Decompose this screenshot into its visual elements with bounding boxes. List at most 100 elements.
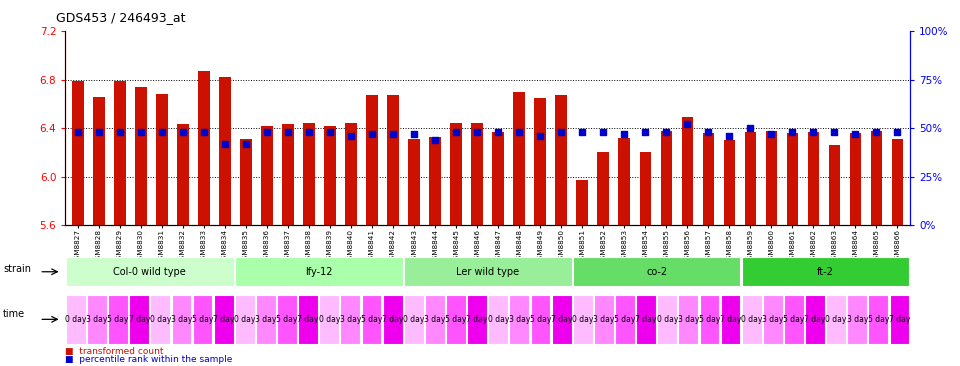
Point bbox=[217, 141, 232, 146]
Bar bbox=[531, 295, 550, 344]
Bar bbox=[763, 295, 782, 344]
Bar bbox=[786, 133, 798, 225]
Bar bbox=[552, 295, 571, 344]
Bar bbox=[848, 295, 867, 344]
Point bbox=[448, 129, 464, 135]
Text: 3 day: 3 day bbox=[255, 315, 276, 324]
Point bbox=[301, 129, 317, 135]
Bar bbox=[700, 295, 719, 344]
Bar bbox=[198, 71, 209, 225]
Bar bbox=[303, 123, 315, 225]
Bar bbox=[828, 145, 840, 225]
Bar bbox=[387, 96, 399, 225]
Text: Col-0 wild type: Col-0 wild type bbox=[113, 267, 186, 277]
Bar bbox=[151, 295, 170, 344]
Bar bbox=[108, 295, 128, 344]
Text: 3 day: 3 day bbox=[847, 315, 868, 324]
Point bbox=[764, 131, 780, 137]
Bar bbox=[72, 81, 84, 225]
Bar bbox=[408, 139, 420, 225]
Bar bbox=[471, 123, 483, 225]
Bar bbox=[324, 126, 336, 225]
Text: 7 day: 7 day bbox=[129, 315, 150, 324]
Text: 0 day: 0 day bbox=[826, 315, 847, 324]
Bar bbox=[66, 257, 233, 286]
Point bbox=[512, 129, 527, 135]
Text: GDS453 / 246493_at: GDS453 / 246493_at bbox=[56, 11, 185, 24]
Bar bbox=[742, 257, 909, 286]
Bar bbox=[346, 123, 357, 225]
Text: 3 day: 3 day bbox=[86, 315, 108, 324]
Text: 7 day: 7 day bbox=[636, 315, 657, 324]
Text: 5 day: 5 day bbox=[276, 315, 298, 324]
Text: time: time bbox=[3, 309, 25, 319]
Text: 3 day: 3 day bbox=[424, 315, 445, 324]
Bar bbox=[850, 133, 861, 225]
Text: 0 day: 0 day bbox=[572, 315, 593, 324]
Text: 0 day: 0 day bbox=[403, 315, 424, 324]
Bar bbox=[745, 132, 756, 225]
Bar bbox=[766, 131, 778, 225]
Bar bbox=[367, 96, 378, 225]
Text: strain: strain bbox=[3, 264, 31, 274]
Bar bbox=[597, 152, 609, 225]
Bar bbox=[277, 295, 297, 344]
Bar bbox=[299, 295, 318, 344]
Point bbox=[323, 129, 338, 135]
Bar bbox=[135, 87, 147, 225]
Bar bbox=[66, 295, 85, 344]
Point bbox=[365, 131, 380, 137]
Bar bbox=[615, 295, 635, 344]
Point bbox=[616, 131, 632, 137]
Bar bbox=[805, 295, 825, 344]
Text: 5 day: 5 day bbox=[699, 315, 720, 324]
Text: 0 day: 0 day bbox=[319, 315, 340, 324]
Text: 5 day: 5 day bbox=[361, 315, 382, 324]
Point bbox=[427, 137, 443, 143]
Text: 3 day: 3 day bbox=[171, 315, 192, 324]
Bar bbox=[869, 295, 888, 344]
Text: 5 day: 5 day bbox=[530, 315, 551, 324]
Point bbox=[91, 129, 107, 135]
Text: 0 day: 0 day bbox=[150, 315, 171, 324]
Bar bbox=[404, 295, 423, 344]
Text: 7 day: 7 day bbox=[298, 315, 319, 324]
Point bbox=[637, 129, 653, 135]
Bar bbox=[556, 96, 567, 225]
Bar bbox=[156, 94, 168, 225]
Point bbox=[575, 129, 590, 135]
Bar bbox=[178, 124, 189, 225]
Bar bbox=[660, 131, 672, 225]
Point bbox=[280, 129, 296, 135]
Bar bbox=[510, 295, 529, 344]
Bar bbox=[93, 97, 105, 225]
Text: co-2: co-2 bbox=[646, 267, 667, 277]
Bar bbox=[240, 139, 252, 225]
Point bbox=[196, 129, 211, 135]
Bar bbox=[682, 117, 693, 225]
Bar bbox=[214, 295, 233, 344]
Text: 3 day: 3 day bbox=[678, 315, 699, 324]
Point bbox=[890, 129, 905, 135]
Point bbox=[469, 129, 485, 135]
Text: 5 day: 5 day bbox=[192, 315, 213, 324]
Bar bbox=[489, 295, 508, 344]
Text: 7 day: 7 day bbox=[213, 315, 234, 324]
Text: ■  percentile rank within the sample: ■ percentile rank within the sample bbox=[65, 355, 232, 364]
Bar bbox=[724, 140, 735, 225]
Bar bbox=[235, 257, 402, 286]
Bar bbox=[636, 295, 656, 344]
Point bbox=[701, 129, 716, 135]
Point bbox=[491, 129, 506, 135]
Text: 0 day: 0 day bbox=[234, 315, 255, 324]
Point bbox=[554, 129, 569, 135]
Bar bbox=[892, 139, 903, 225]
Bar bbox=[468, 295, 487, 344]
Text: lfy-12: lfy-12 bbox=[305, 267, 332, 277]
Point bbox=[805, 129, 821, 135]
Point bbox=[176, 129, 191, 135]
Text: 7 day: 7 day bbox=[551, 315, 572, 324]
Bar bbox=[383, 295, 402, 344]
Text: ft-2: ft-2 bbox=[817, 267, 834, 277]
Text: ■  transformed count: ■ transformed count bbox=[65, 347, 164, 356]
